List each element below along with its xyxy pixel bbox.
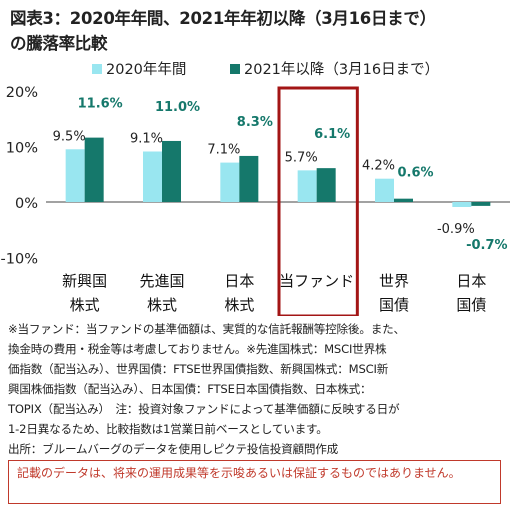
data-label: 5.7% [285, 150, 318, 165]
data-label: 0.6% [397, 166, 433, 181]
data-label: 4.2% [362, 159, 395, 174]
legend-swatch [230, 64, 240, 74]
category-label: 日本 [224, 272, 254, 290]
footnote-line: 1-2日異なるため、比較指数は1営業日前ベースとしています。 [8, 422, 328, 436]
bar-2020 [220, 162, 240, 202]
footnote-line: 換金時の費用・税金等は考慮しておりません。※先進国株式：MSCI世界株 [8, 342, 387, 356]
disclaimer-box: 記載のデータは、将来の運用成果等を示唆あるいは保証するものではありません。 [8, 460, 501, 504]
bar-2020 [375, 178, 394, 202]
bar-2021 [471, 202, 491, 206]
data-label: 7.1% [207, 143, 240, 158]
y-tick-label: 10% [6, 141, 38, 157]
footnote-line: ※当ファンド：当ファンドの基準価額は、実質的な信託報酬等控除後。また、 [8, 322, 405, 336]
category-label: 株式 [70, 296, 100, 314]
category-label: 株式 [147, 296, 177, 314]
legend-label: 2020年年間 [106, 61, 186, 78]
data-label: -0.7% [466, 238, 507, 253]
category-label: 先進国 [139, 272, 184, 290]
bar-chart: 2020年年間 2021年以降（3月16日まで） 20% 10% 0% -10% 9.5% 1… [1, 61, 510, 316]
footnote-line: 出所：ブルームバーグのデータを使用しピクテ投信投資顧問作成 [8, 442, 339, 456]
legend-label: 2021年以降（3月16日まで） [244, 61, 439, 78]
bar-2020 [452, 202, 472, 207]
y-tick-label: 20% [6, 85, 38, 101]
category-label: 株式 [224, 296, 254, 314]
category-label: 新興国 [62, 272, 107, 290]
bar-2021 [316, 168, 336, 202]
y-tick-label: -10% [1, 252, 38, 268]
bar-2021 [84, 137, 104, 202]
category-label: 国債 [456, 296, 486, 314]
category-label: 当ファンド [279, 272, 354, 290]
title-line-2: の騰落率比較 [10, 34, 108, 53]
category-label: 国債 [379, 296, 409, 314]
data-label: 9.5% [53, 129, 86, 144]
footnote-line: 興国株価指数（配当込み）、日本国債：FTSE日本国債指数、日本株式： [8, 382, 372, 396]
data-label: 11.6% [78, 97, 123, 112]
bar-2020 [297, 170, 317, 202]
footnote-line: TOPIX（配当込み） 注：投資対象ファンドによって基準価額に反映する日が [8, 402, 400, 416]
bar-2021 [239, 155, 259, 202]
category-label: 日本 [456, 272, 486, 290]
legend-swatch [92, 64, 102, 74]
highlight-box [277, 86, 359, 316]
data-label: 11.0% [155, 100, 200, 115]
category-label: 世界 [379, 272, 409, 290]
data-label: -0.9% [437, 222, 475, 237]
data-label: 6.1% [314, 127, 350, 142]
chart-title: 図表3：2020年年間、2021年年初以降（3月16日まで） の騰落率比較 [10, 6, 515, 56]
bar-2021 [394, 198, 413, 202]
footnote-line: 価指数（配当込み）、世界国債：FTSE世界国債指数、新興国株式：MSCI新 [8, 362, 389, 376]
bar-2020 [65, 149, 85, 202]
data-label: 8.3% [237, 115, 273, 130]
bar-2020 [143, 151, 162, 202]
title-line-1: 図表3：2020年年間、2021年年初以降（3月16日まで） [10, 9, 436, 28]
data-label: 9.1% [130, 131, 163, 146]
bar-2021 [162, 140, 181, 202]
footnotes: ※当ファンド：当ファンドの基準価額は、実質的な信託報酬等控除後。また、 換金時の… [8, 319, 520, 459]
y-tick-label: 0% [15, 196, 38, 212]
